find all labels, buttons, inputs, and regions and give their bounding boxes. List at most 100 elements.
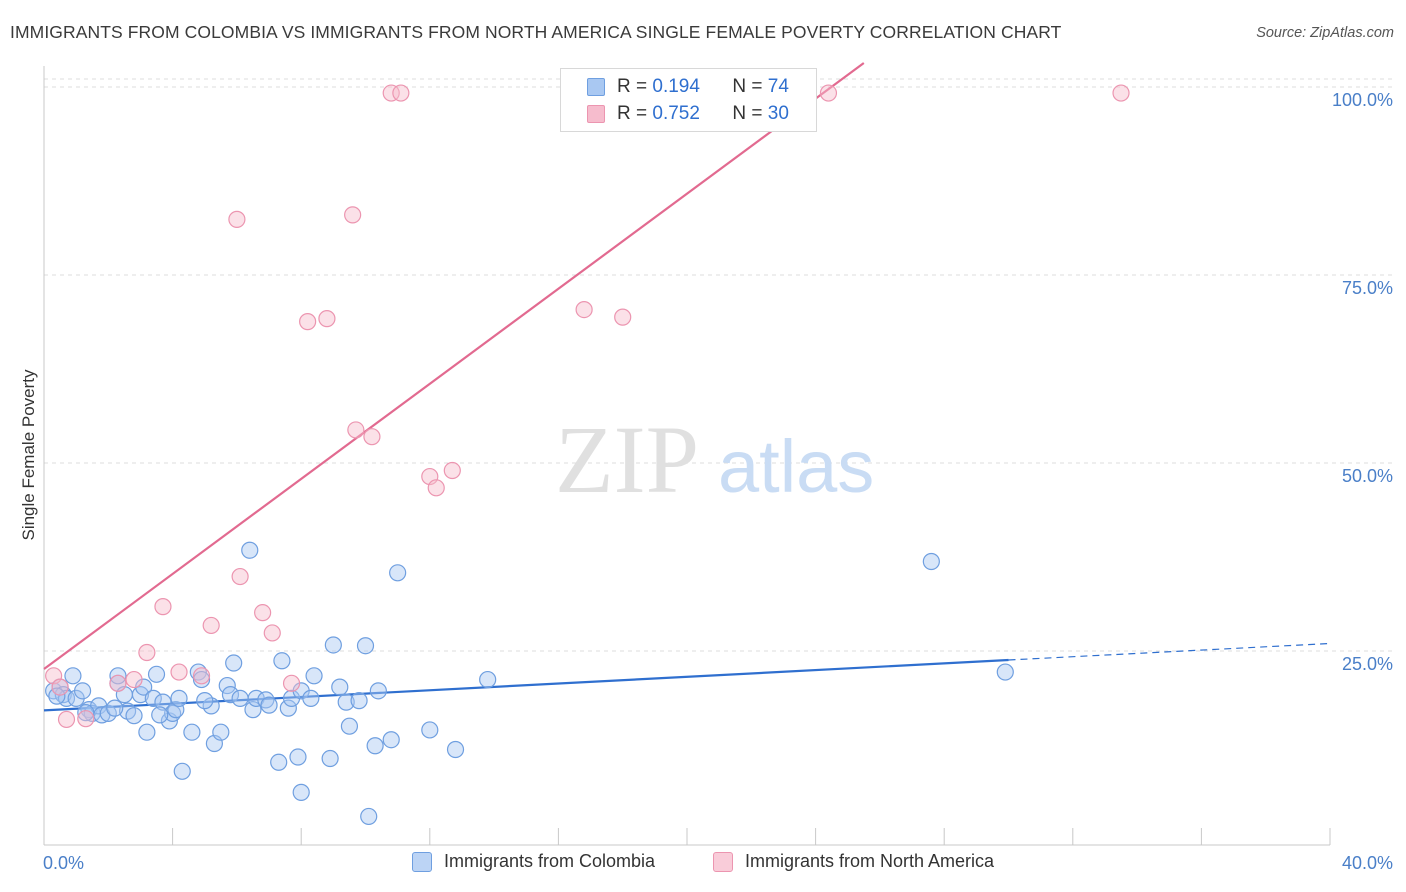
point-north-america: [614, 308, 632, 326]
point-colombia: [389, 564, 407, 582]
legend-n-label: N =: [732, 76, 763, 97]
point-north-america: [282, 674, 301, 692]
trend-line-north-america: [43, 62, 865, 670]
point-north-america: [347, 421, 365, 439]
legend-swatch-colombia: [587, 78, 605, 96]
point-colombia: [340, 717, 359, 735]
point-north-america: [77, 710, 95, 728]
point-colombia: [144, 689, 162, 707]
point-north-america: [263, 624, 281, 642]
bottom-legend: Immigrants from Colombia Immigrants from…: [0, 851, 1406, 877]
point-colombia: [360, 807, 378, 826]
x-tick-min: 0.0%: [43, 853, 84, 873]
point-colombia: [279, 699, 297, 717]
watermark: ZIP atlas: [555, 406, 874, 513]
y-tick-labels: 25.0% 50.0% 75.0% 100.0%: [1332, 90, 1393, 674]
legend-r-value-colombia: 0.194: [652, 76, 700, 97]
point-north-america: [443, 461, 461, 480]
point-north-america: [344, 206, 362, 224]
legend-n-value-north-america: 30: [767, 103, 789, 124]
point-colombia: [221, 686, 240, 704]
point-colombia: [270, 753, 288, 771]
point-colombia: [73, 682, 92, 700]
point-north-america: [318, 310, 336, 328]
point-colombia: [106, 699, 124, 717]
point-north-america: [170, 663, 188, 681]
points-north-america: [45, 84, 1130, 729]
trend-line-colombia-extension: [1008, 642, 1331, 661]
point-colombia: [331, 678, 349, 696]
point-colombia: [167, 701, 185, 719]
trend-line-colombia: [43, 658, 1009, 712]
point-colombia: [64, 667, 82, 685]
x-tick-max: 40.0%: [1342, 853, 1393, 873]
point-colombia: [273, 652, 291, 670]
point-north-america: [57, 710, 76, 729]
point-north-america: [363, 428, 381, 446]
point-north-america: [202, 616, 220, 635]
point-north-america: [154, 598, 172, 616]
legend: R = 0.194 N = 74 R = 0.752 N = 30: [560, 68, 817, 132]
chart-title: IMMIGRANTS FROM COLOMBIA VS IMMIGRANTS F…: [10, 22, 1062, 42]
legend-r-value-north-america: 0.752: [652, 103, 700, 124]
point-colombia: [922, 552, 940, 571]
point-colombia: [324, 636, 342, 654]
point-north-america: [1112, 84, 1130, 102]
bottom-legend-label-north-america: Immigrants from North America: [745, 851, 995, 871]
point-colombia: [196, 692, 214, 710]
y-tick-label: 50.0%: [1342, 466, 1393, 486]
point-colombia: [356, 637, 375, 655]
point-colombia: [421, 721, 439, 739]
legend-swatch-north-america: [587, 105, 605, 123]
bottom-legend-north-america: Immigrants from North America: [713, 851, 994, 872]
grid-lines: [44, 78, 1393, 652]
legend-n-value-colombia: 74: [767, 76, 789, 97]
point-colombia: [125, 707, 143, 725]
point-north-america: [231, 567, 249, 586]
point-colombia: [302, 689, 320, 707]
point-north-america: [392, 84, 410, 102]
y-axis-title: Single Female Poverty: [19, 369, 38, 541]
point-north-america: [109, 674, 127, 692]
point-colombia: [244, 701, 262, 719]
point-colombia: [321, 749, 339, 768]
point-north-america: [228, 210, 246, 228]
point-colombia: [77, 704, 95, 722]
legend-r-label: R =: [617, 103, 648, 124]
bottom-legend-swatch-north-america: [713, 851, 733, 872]
bottom-legend-label-colombia: Immigrants from Colombia: [444, 851, 656, 871]
point-colombia: [231, 689, 249, 707]
point-colombia: [996, 663, 1014, 681]
point-colombia: [446, 740, 465, 759]
legend-row-colombia: R = 0.194 N = 74: [587, 74, 789, 100]
point-colombia: [479, 670, 497, 689]
point-colombia: [170, 689, 188, 707]
point-north-america: [51, 678, 69, 696]
trend-lines: [43, 62, 1331, 712]
axes: [43, 66, 1331, 846]
point-colombia: [241, 541, 259, 559]
point-colombia: [292, 783, 310, 801]
point-north-america: [382, 84, 400, 102]
legend-n-label: N =: [732, 103, 763, 124]
point-north-america: [575, 301, 593, 319]
points-colombia: [45, 541, 1014, 826]
point-colombia: [138, 723, 156, 741]
point-colombia: [173, 762, 191, 780]
point-north-america: [138, 643, 156, 662]
point-north-america: [254, 604, 272, 622]
point-colombia: [225, 654, 243, 672]
watermark-zip: ZIP: [555, 406, 699, 513]
point-north-america: [299, 313, 317, 331]
point-colombia: [305, 667, 323, 685]
point-colombia: [369, 682, 387, 700]
bottom-legend-swatch-colombia: [412, 851, 432, 872]
bottom-legend-colombia: Immigrants from Colombia: [412, 851, 655, 872]
point-colombia: [212, 723, 230, 741]
point-colombia: [257, 691, 275, 709]
point-north-america: [819, 84, 838, 102]
point-colombia: [48, 687, 66, 705]
y-tick-label: 75.0%: [1342, 278, 1393, 298]
point-colombia: [183, 723, 201, 741]
